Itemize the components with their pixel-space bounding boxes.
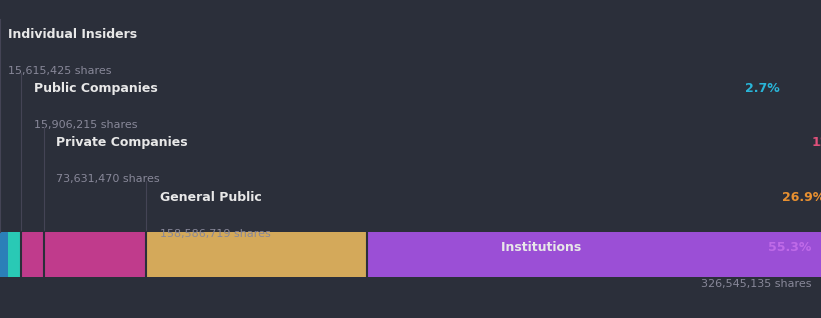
Bar	[367, 232, 821, 277]
Text: Institutions: Institutions	[501, 241, 585, 254]
Bar	[21, 232, 44, 277]
Text: Individual Insiders: Individual Insiders	[8, 28, 142, 41]
Text: Private Companies: Private Companies	[56, 136, 192, 149]
Text: Public Companies: Public Companies	[34, 82, 163, 95]
Text: 15,906,215 shares: 15,906,215 shares	[34, 121, 138, 130]
Text: 15,615,425 shares: 15,615,425 shares	[8, 66, 112, 76]
Text: 158,586,719 shares: 158,586,719 shares	[160, 229, 271, 238]
Text: 26.9%: 26.9%	[782, 190, 821, 204]
Text: 2.7%: 2.7%	[745, 82, 780, 95]
Text: General Public: General Public	[160, 190, 266, 204]
Text: 326,545,135 shares: 326,545,135 shares	[700, 280, 811, 289]
Text: 55.3%: 55.3%	[768, 241, 811, 254]
Bar	[8, 232, 21, 277]
Text: 12.5%: 12.5%	[811, 136, 821, 149]
Bar	[44, 232, 146, 277]
Bar	[146, 232, 367, 277]
Bar	[0, 232, 8, 277]
Text: 73,631,470 shares: 73,631,470 shares	[56, 175, 159, 184]
